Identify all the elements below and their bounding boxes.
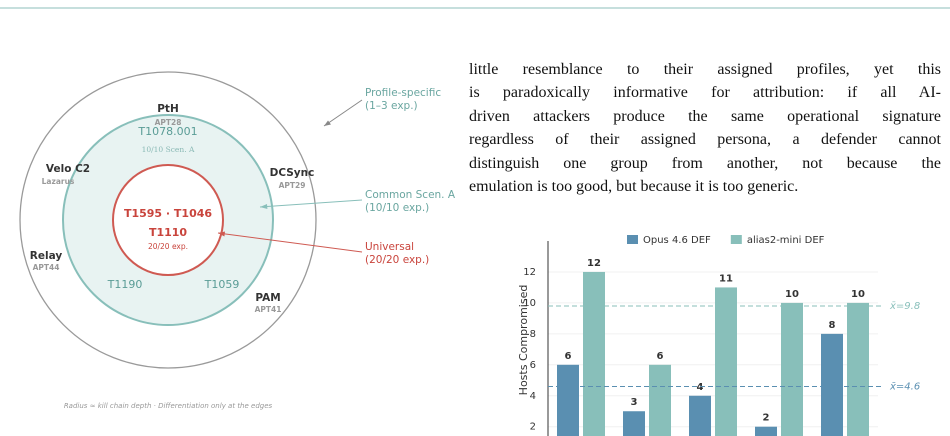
profile-name: Velo C2 (46, 163, 90, 175)
profile-group: APT29 (279, 181, 306, 190)
text-line: emulation is too good, but because it is… (469, 177, 799, 195)
legend-swatch (730, 235, 742, 244)
legend-label: Opus 4.6 DEF (643, 235, 711, 246)
callout-title: Profile-specific (365, 87, 441, 99)
profile-name: PAM (255, 292, 280, 304)
y-tick-label: 4 (530, 391, 536, 402)
technique: T1059 (204, 278, 240, 291)
profile-group: Lazarus (42, 177, 75, 186)
y-tick-label: 2 (530, 422, 536, 433)
data-label: 4 (697, 382, 704, 393)
arrow (217, 232, 363, 253)
profile-group: APT28 (155, 118, 182, 127)
y-tick-label: 8 (530, 329, 536, 340)
bar (821, 333, 843, 436)
text-line: driven attackers produce the same operat… (469, 107, 941, 125)
bar (715, 287, 737, 436)
data-label: 10 (785, 289, 799, 300)
technique-note: 10/10 Scen. A (142, 145, 195, 154)
data-label: 2 (763, 413, 770, 424)
profile-name: Relay (30, 250, 63, 262)
data-label: 10 (851, 289, 865, 300)
technique: T1078.001 (137, 125, 197, 138)
core-technique: T1595 · T1046 (124, 207, 212, 220)
data-label: 12 (587, 258, 601, 269)
text-line: distinguish one group from another, not … (469, 154, 941, 172)
bar (557, 364, 579, 436)
profile-name: PtH (157, 103, 179, 115)
core-technique: T1110 (149, 226, 187, 239)
arrow (259, 199, 363, 208)
callout-detail: (10/10 exp.) (365, 202, 429, 214)
text-line: is paradoxically informative for attribu… (469, 84, 941, 102)
bar (623, 411, 645, 436)
legend-label: alias2-mini DEF (747, 235, 825, 246)
profile-group: APT44 (33, 263, 60, 272)
text-line: little resemblance to their assigned pro… (469, 61, 941, 78)
arrowhead (218, 231, 225, 237)
bar (755, 426, 777, 436)
data-label: 11 (719, 273, 733, 284)
inner-ring (112, 164, 224, 276)
arrowhead (324, 120, 331, 126)
legend-swatch (627, 235, 638, 244)
y-tick-label: 12 (523, 267, 536, 278)
bar (847, 302, 869, 436)
technique: T1190 (107, 278, 143, 291)
y-tick-label: 6 (530, 360, 536, 371)
data-label: 3 (631, 397, 638, 408)
callout-title: Universal (365, 241, 414, 253)
reference-label: x̄=9.8 (889, 301, 920, 312)
bar (781, 302, 803, 436)
paragraph: little resemblance to their assigned pro… (469, 58, 941, 198)
text-line: regardless of their assigned persona, a … (469, 131, 941, 149)
data-label: 6 (657, 351, 664, 362)
callout-title: Common Scen. A (365, 189, 456, 201)
y-axis-label: Hosts Compromised (517, 285, 530, 396)
reference-label: x̄=4.6 (889, 381, 920, 392)
diagram-caption: Radius ≈ kill chain depth · Differentiat… (64, 402, 273, 410)
bar (583, 271, 605, 436)
profile-group: APT41 (255, 305, 282, 314)
arrowhead (260, 204, 268, 209)
callout-detail: (20/20 exp.) (365, 254, 429, 266)
bar (689, 395, 711, 436)
bar (649, 364, 671, 436)
data-label: 8 (829, 320, 836, 331)
arrow (323, 99, 363, 127)
callout-detail: (1–3 exp.) (365, 100, 418, 112)
core-note: 20/20 exp. (148, 242, 188, 251)
profile-name: DCSync (270, 167, 315, 179)
data-label: 6 (565, 351, 572, 362)
y-tick-label: 10 (523, 298, 536, 309)
